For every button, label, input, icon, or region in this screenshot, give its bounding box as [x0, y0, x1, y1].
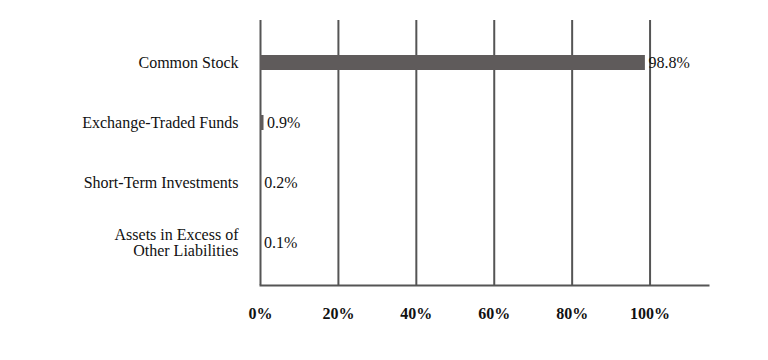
- svg-text:Exchange-Traded Funds: Exchange-Traded Funds: [82, 114, 238, 132]
- svg-text:0.2%: 0.2%: [264, 174, 297, 191]
- svg-text:0.9%: 0.9%: [267, 114, 300, 131]
- svg-text:0.1%: 0.1%: [264, 234, 297, 251]
- svg-text:40%: 40%: [400, 305, 432, 322]
- svg-text:98.8%: 98.8%: [648, 54, 689, 71]
- svg-text:20%: 20%: [322, 305, 354, 322]
- svg-text:Assets in Excess ofOther Liabi: Assets in Excess ofOther Liabilities: [115, 226, 240, 259]
- svg-text:100%: 100%: [630, 305, 670, 322]
- svg-text:Common Stock: Common Stock: [138, 54, 238, 71]
- svg-text:60%: 60%: [478, 305, 510, 322]
- svg-text:Short-Term Investments: Short-Term Investments: [84, 174, 239, 191]
- svg-text:80%: 80%: [556, 305, 588, 322]
- svg-text:0%: 0%: [249, 305, 273, 322]
